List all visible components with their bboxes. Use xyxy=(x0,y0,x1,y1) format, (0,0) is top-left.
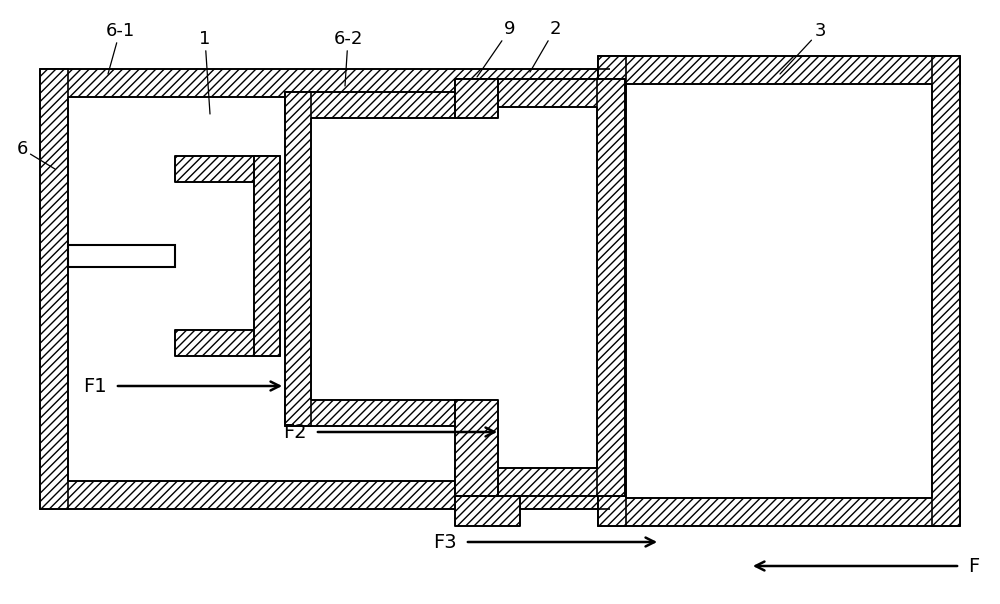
Bar xyxy=(455,79,498,118)
Bar xyxy=(598,498,960,526)
Bar xyxy=(175,330,280,356)
Text: F: F xyxy=(968,556,979,576)
Text: 6: 6 xyxy=(16,140,55,169)
Text: F3: F3 xyxy=(433,533,457,551)
Text: 6-1: 6-1 xyxy=(105,22,135,74)
Bar xyxy=(455,468,625,496)
Bar xyxy=(285,92,311,426)
Bar xyxy=(285,92,462,118)
Text: F2: F2 xyxy=(283,423,307,442)
Bar xyxy=(40,69,610,97)
Text: F1: F1 xyxy=(83,376,107,396)
Bar xyxy=(68,245,175,267)
Bar xyxy=(254,156,280,356)
Bar xyxy=(932,56,960,526)
Bar xyxy=(626,84,932,498)
Bar xyxy=(597,79,625,496)
Bar xyxy=(68,97,610,481)
Text: 6-2: 6-2 xyxy=(333,30,363,86)
Bar xyxy=(455,400,498,496)
Text: 9: 9 xyxy=(477,20,516,77)
Bar xyxy=(40,481,610,509)
Bar xyxy=(311,118,462,400)
Bar xyxy=(175,182,254,330)
Text: 1: 1 xyxy=(199,30,211,114)
Text: 3: 3 xyxy=(780,22,826,74)
Text: 2: 2 xyxy=(530,20,561,72)
Bar xyxy=(455,79,625,107)
Bar xyxy=(598,56,626,526)
Bar xyxy=(455,496,520,526)
Bar xyxy=(455,107,597,468)
Bar xyxy=(285,400,462,426)
Bar xyxy=(40,69,68,509)
Bar xyxy=(598,56,960,84)
Bar xyxy=(175,156,280,182)
